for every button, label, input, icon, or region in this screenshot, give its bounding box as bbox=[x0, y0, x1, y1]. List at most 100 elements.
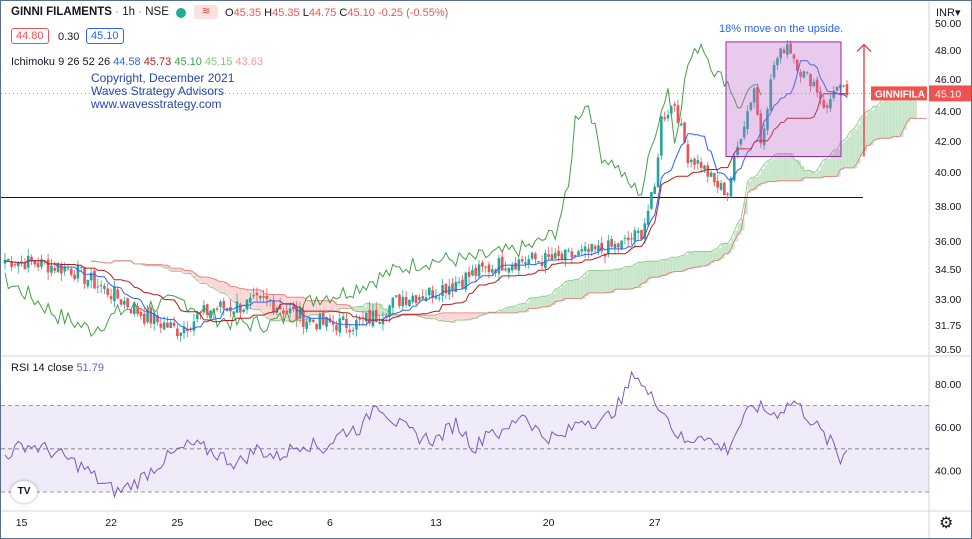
cloud-segment bbox=[184, 270, 188, 274]
cloud-segment bbox=[316, 300, 321, 316]
annotation-text: 18% move on the upside. bbox=[719, 23, 843, 35]
candle-body bbox=[408, 300, 411, 307]
cloud-segment bbox=[866, 110, 871, 146]
exchange-label: NSE bbox=[145, 6, 169, 18]
candle-body bbox=[573, 254, 577, 256]
candle-body bbox=[255, 292, 259, 296]
cloud-segment bbox=[734, 230, 739, 242]
price-tick-label: 50.00 bbox=[935, 18, 961, 30]
rsi-tick-label: 60.00 bbox=[935, 422, 961, 434]
cloud-segment bbox=[886, 88, 891, 139]
cloud-segment bbox=[561, 285, 566, 302]
candle-body bbox=[723, 182, 726, 196]
cloud-segment bbox=[664, 259, 669, 276]
candle-body bbox=[819, 91, 822, 99]
cloud-segment bbox=[555, 289, 559, 303]
cloud-segment bbox=[585, 273, 589, 296]
currency-selector[interactable]: INR▾ bbox=[936, 7, 961, 19]
cloud-segment bbox=[721, 243, 725, 259]
cloud-segment bbox=[850, 131, 855, 169]
candle-body bbox=[563, 249, 567, 261]
cloud-segment bbox=[266, 294, 271, 319]
candle-body bbox=[192, 321, 196, 331]
candle-body bbox=[79, 266, 83, 268]
candle-body bbox=[759, 113, 763, 144]
cloud-segment bbox=[571, 280, 576, 299]
cloud-segment bbox=[658, 261, 662, 278]
candle-body bbox=[504, 268, 507, 271]
cloud-segment bbox=[900, 90, 904, 137]
candle-body bbox=[371, 310, 375, 327]
cloud-segment bbox=[353, 307, 357, 311]
candle-body bbox=[20, 261, 23, 263]
cloud-segment bbox=[784, 153, 788, 182]
candle-body bbox=[242, 309, 245, 312]
cloud-segment bbox=[197, 275, 201, 281]
cloud-segment bbox=[797, 160, 801, 182]
rsi-legend[interactable]: RSI 14 close 51.79 bbox=[11, 362, 104, 374]
cloud-segment bbox=[760, 168, 765, 185]
ohlc-values: O45.35 H45.35 L44.75 C45.10 -0.25 (-0.55… bbox=[225, 7, 449, 19]
candle-body bbox=[739, 139, 743, 145]
candle-body bbox=[577, 251, 580, 256]
candle-body bbox=[123, 301, 126, 305]
cloud-segment bbox=[227, 283, 231, 296]
cloud-segment bbox=[296, 297, 301, 321]
cloud-segment bbox=[787, 153, 792, 182]
cloud-segment bbox=[558, 287, 563, 302]
cloud-segment bbox=[505, 308, 510, 314]
cloud-segment bbox=[253, 289, 258, 310]
candle-body bbox=[467, 271, 471, 277]
cloud-segment bbox=[906, 88, 911, 123]
cloud-segment bbox=[498, 310, 503, 314]
cloud-segment bbox=[439, 313, 443, 322]
candle-body bbox=[762, 128, 766, 146]
cloud-segment bbox=[455, 312, 460, 321]
cloud-segment bbox=[704, 251, 709, 267]
bid-price-box[interactable]: 44.80 bbox=[11, 28, 49, 44]
time-tick-label: 6 bbox=[327, 517, 333, 529]
candle-body bbox=[583, 246, 587, 251]
candle-body bbox=[537, 260, 541, 262]
ask-price-box[interactable]: 45.10 bbox=[86, 28, 124, 44]
cloud-segment bbox=[644, 261, 649, 284]
cloud-segment bbox=[677, 257, 682, 272]
candle-body bbox=[16, 262, 20, 267]
symbol-header: GINNI FILAMENTS · 1h · NSE bbox=[11, 6, 169, 18]
candle-body bbox=[673, 104, 676, 106]
cloud-segment bbox=[303, 297, 308, 321]
cloud-segment bbox=[429, 315, 434, 319]
cloud-segment bbox=[614, 268, 619, 290]
cloud-segment bbox=[260, 289, 264, 311]
candle-body bbox=[159, 323, 163, 328]
candle-body bbox=[232, 311, 236, 315]
cloud-segment bbox=[551, 293, 556, 306]
ichimoku-legend[interactable]: Ichimoku 9 26 52 26 44.58 45.73 45.10 45… bbox=[11, 56, 264, 68]
candle-body bbox=[457, 281, 461, 283]
cloud-segment bbox=[830, 154, 835, 177]
cloud-segment bbox=[452, 312, 457, 323]
cloud-segment bbox=[363, 306, 367, 313]
cloud-segment bbox=[820, 164, 825, 179]
candle-body bbox=[50, 265, 53, 273]
candle-body bbox=[275, 308, 279, 313]
candle-body bbox=[132, 303, 136, 315]
cloud-segment bbox=[508, 306, 513, 314]
candle-body bbox=[626, 237, 630, 241]
cloud-segment bbox=[144, 263, 148, 266]
candle-body bbox=[384, 316, 388, 318]
candle-body bbox=[742, 126, 746, 138]
candle-body bbox=[305, 321, 308, 330]
cloud-segment bbox=[810, 170, 815, 179]
cloud-segment bbox=[684, 254, 689, 272]
cloud-segment bbox=[860, 117, 864, 157]
cloud-segment bbox=[890, 88, 894, 139]
candle-body bbox=[809, 74, 812, 87]
candle-body bbox=[414, 295, 418, 304]
candle-body bbox=[636, 230, 640, 233]
wave-icon[interactable]: ≋ bbox=[194, 5, 218, 19]
cloud-segment bbox=[243, 288, 248, 307]
candle-body bbox=[424, 297, 428, 302]
settings-gear-icon[interactable]: ⚙ bbox=[939, 515, 954, 532]
